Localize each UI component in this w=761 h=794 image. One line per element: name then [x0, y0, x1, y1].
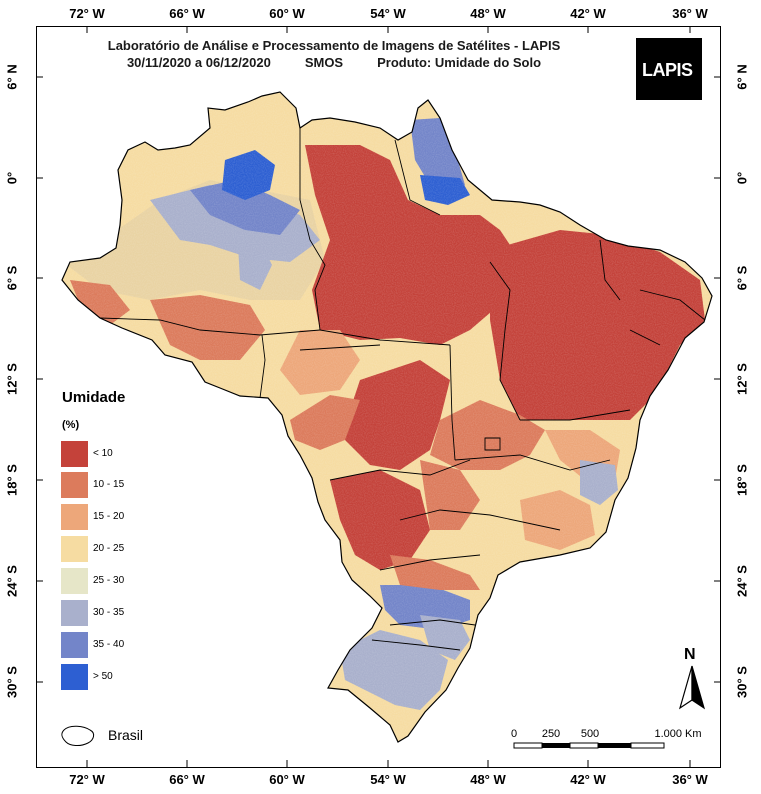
legend-item: 25 - 30: [61, 568, 211, 594]
scale-label: 250: [541, 728, 561, 740]
lon-tick-label: 36° W: [672, 772, 708, 787]
legend-swatch: [61, 632, 88, 658]
legend-item: 10 - 15: [61, 472, 211, 498]
legend-swatch: [61, 600, 88, 626]
legend-item: < 10: [61, 441, 211, 467]
brasil-legend-label: Brasil: [108, 727, 144, 743]
lon-tick-label: 42° W: [570, 6, 606, 21]
lon-tick-label: 48° W: [470, 772, 506, 787]
state-borders: [99, 128, 706, 651]
lon-tick-label: 48° W: [470, 6, 506, 21]
lon-tick-label: 42° W: [570, 772, 606, 787]
scale-label: 500: [580, 728, 600, 740]
brasil-outline-symbol: [61, 725, 95, 746]
legend-swatch: [61, 568, 88, 594]
lon-tick-label: 72° W: [69, 6, 105, 21]
legend-swatch: [61, 441, 88, 467]
legend-label: > 50: [93, 671, 113, 682]
title-period: 30/11/2020 a 06/12/2020: [126, 55, 271, 70]
legend-title: Umidade: [62, 389, 126, 406]
legend-swatch: [61, 472, 88, 498]
logo-text: LAPIS: [642, 60, 693, 80]
legend-swatch: [61, 504, 88, 530]
map-title: Laboratório de Análise e Processamento d…: [44, 37, 624, 71]
north-label: N: [684, 646, 696, 663]
lon-tick-label: 54° W: [370, 6, 406, 21]
legend-label: < 10: [93, 448, 113, 459]
legend-item: 30 - 35: [61, 600, 211, 626]
legend-item: 35 - 40: [61, 632, 211, 658]
legend-swatch: [61, 664, 88, 690]
lon-tick-label: 72° W: [69, 772, 105, 787]
title-sensor: SMOS: [304, 55, 344, 70]
legend-item: 20 - 25: [61, 536, 211, 562]
legend-unit: (%): [62, 419, 80, 431]
scale-bar: [513, 742, 665, 749]
legend-swatch: [61, 536, 88, 562]
axis-tick-marks: [36, 26, 721, 767]
legend-label: 25 - 30: [93, 575, 125, 586]
title-line-1: Laboratório de Análise e Processamento d…: [107, 38, 561, 53]
legend-item: > 50: [61, 664, 211, 690]
lon-tick-label: 66° W: [169, 6, 205, 21]
lon-tick-label: 60° W: [269, 6, 305, 21]
legend-label: 35 - 40: [93, 639, 125, 650]
north-arrow-icon: [678, 665, 706, 710]
legend-label: 20 - 25: [93, 543, 125, 554]
legend-label: 30 - 35: [93, 607, 125, 618]
lapis-logo: LAPIS: [636, 38, 702, 100]
lon-tick-label: 54° W: [370, 772, 406, 787]
scale-label: 1.000 Km: [654, 728, 702, 740]
lon-tick-label: 66° W: [169, 772, 205, 787]
legend-item: 15 - 20: [61, 504, 211, 530]
legend-label: 10 - 15: [93, 479, 125, 490]
title-product: Produto: Umidade do Solo: [377, 55, 542, 70]
scale-label: 0: [510, 728, 518, 740]
lon-tick-label: 36° W: [672, 6, 708, 21]
lon-tick-label: 60° W: [269, 772, 305, 787]
legend-label: 15 - 20: [93, 511, 125, 522]
